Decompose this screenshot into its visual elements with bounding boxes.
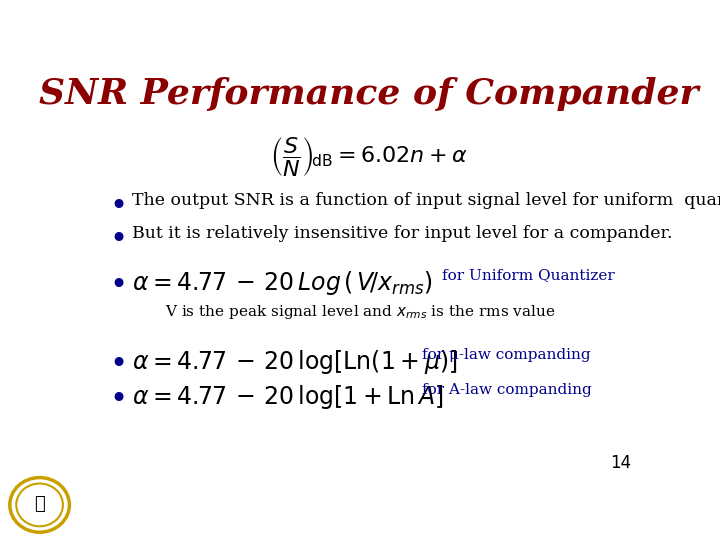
Text: •: • — [109, 225, 127, 254]
Text: $\alpha = 4.77\,-\,20\,\mathit{Log}\,\left(\,V\!/x_{rms}\right)$: $\alpha = 4.77\,-\,20\,\mathit{Log}\,\le… — [132, 268, 433, 296]
Text: But it is relatively insensitive for input level for a compander.: But it is relatively insensitive for inp… — [132, 225, 672, 242]
Text: •: • — [109, 271, 127, 300]
Text: for A-law companding: for A-law companding — [422, 383, 592, 397]
Text: $\alpha = 4.77\,-\,20\,\log[\mathrm{Ln}(1+\mu)]$: $\alpha = 4.77\,-\,20\,\log[\mathrm{Ln}(… — [132, 348, 457, 375]
Text: $\left(\dfrac{S}{N}\right)_{\!\mathrm{dB}} = 6.02n + \alpha$: $\left(\dfrac{S}{N}\right)_{\!\mathrm{dB… — [270, 136, 468, 179]
Text: for μ-law companding: for μ-law companding — [422, 348, 590, 362]
Text: 📖: 📖 — [35, 495, 45, 512]
Text: •: • — [109, 192, 127, 221]
Text: SNR Performance of Compander: SNR Performance of Compander — [40, 77, 698, 111]
Text: $\alpha = 4.77\,-\,20\,\log[1 + \mathrm{Ln}\,A]$: $\alpha = 4.77\,-\,20\,\log[1 + \mathrm{… — [132, 383, 444, 411]
Text: V is the peak signal level and $x_{rms}$ is the rms value: V is the peak signal level and $x_{rms}$… — [166, 302, 556, 321]
Text: •: • — [109, 349, 127, 379]
Text: 14: 14 — [610, 454, 631, 472]
Text: •: • — [109, 385, 127, 414]
Text: The output SNR is a function of input signal level for uniform  quantizing.: The output SNR is a function of input si… — [132, 192, 720, 208]
Text: for Uniform Quantizer: for Uniform Quantizer — [441, 268, 614, 282]
